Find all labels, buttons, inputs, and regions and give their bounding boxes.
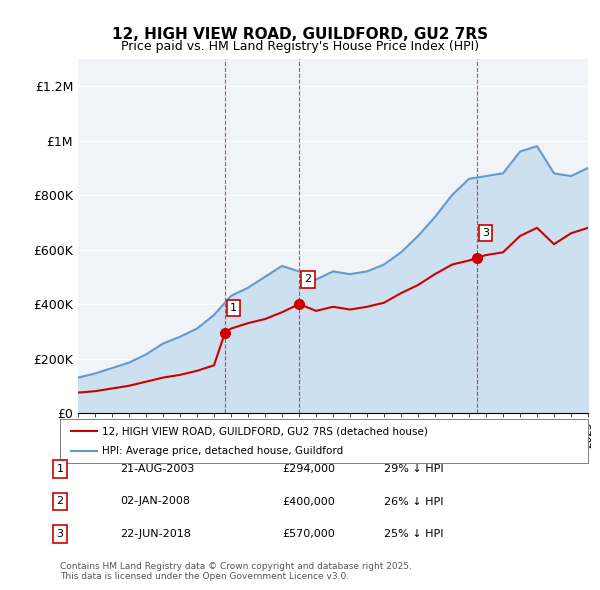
Text: 25% ↓ HPI: 25% ↓ HPI: [384, 529, 443, 539]
Text: 29% ↓ HPI: 29% ↓ HPI: [384, 464, 443, 474]
Text: 3: 3: [56, 529, 64, 539]
Text: 2: 2: [304, 274, 311, 284]
Text: 3: 3: [482, 228, 489, 238]
Text: 12, HIGH VIEW ROAD, GUILDFORD, GU2 7RS: 12, HIGH VIEW ROAD, GUILDFORD, GU2 7RS: [112, 27, 488, 41]
Text: Price paid vs. HM Land Registry's House Price Index (HPI): Price paid vs. HM Land Registry's House …: [121, 40, 479, 53]
Text: 26% ↓ HPI: 26% ↓ HPI: [384, 497, 443, 506]
Text: £400,000: £400,000: [282, 497, 335, 506]
Text: 02-JAN-2008: 02-JAN-2008: [120, 497, 190, 506]
Text: £570,000: £570,000: [282, 529, 335, 539]
Text: £294,000: £294,000: [282, 464, 335, 474]
Text: 22-JUN-2018: 22-JUN-2018: [120, 529, 191, 539]
Text: HPI: Average price, detached house, Guildford: HPI: Average price, detached house, Guil…: [102, 446, 343, 455]
Text: 21-AUG-2003: 21-AUG-2003: [120, 464, 194, 474]
Text: 12, HIGH VIEW ROAD, GUILDFORD, GU2 7RS (detached house): 12, HIGH VIEW ROAD, GUILDFORD, GU2 7RS (…: [102, 427, 428, 436]
Text: 1: 1: [230, 303, 237, 313]
Text: 2: 2: [56, 497, 64, 506]
Text: Contains HM Land Registry data © Crown copyright and database right 2025.
This d: Contains HM Land Registry data © Crown c…: [60, 562, 412, 581]
Text: 1: 1: [56, 464, 64, 474]
